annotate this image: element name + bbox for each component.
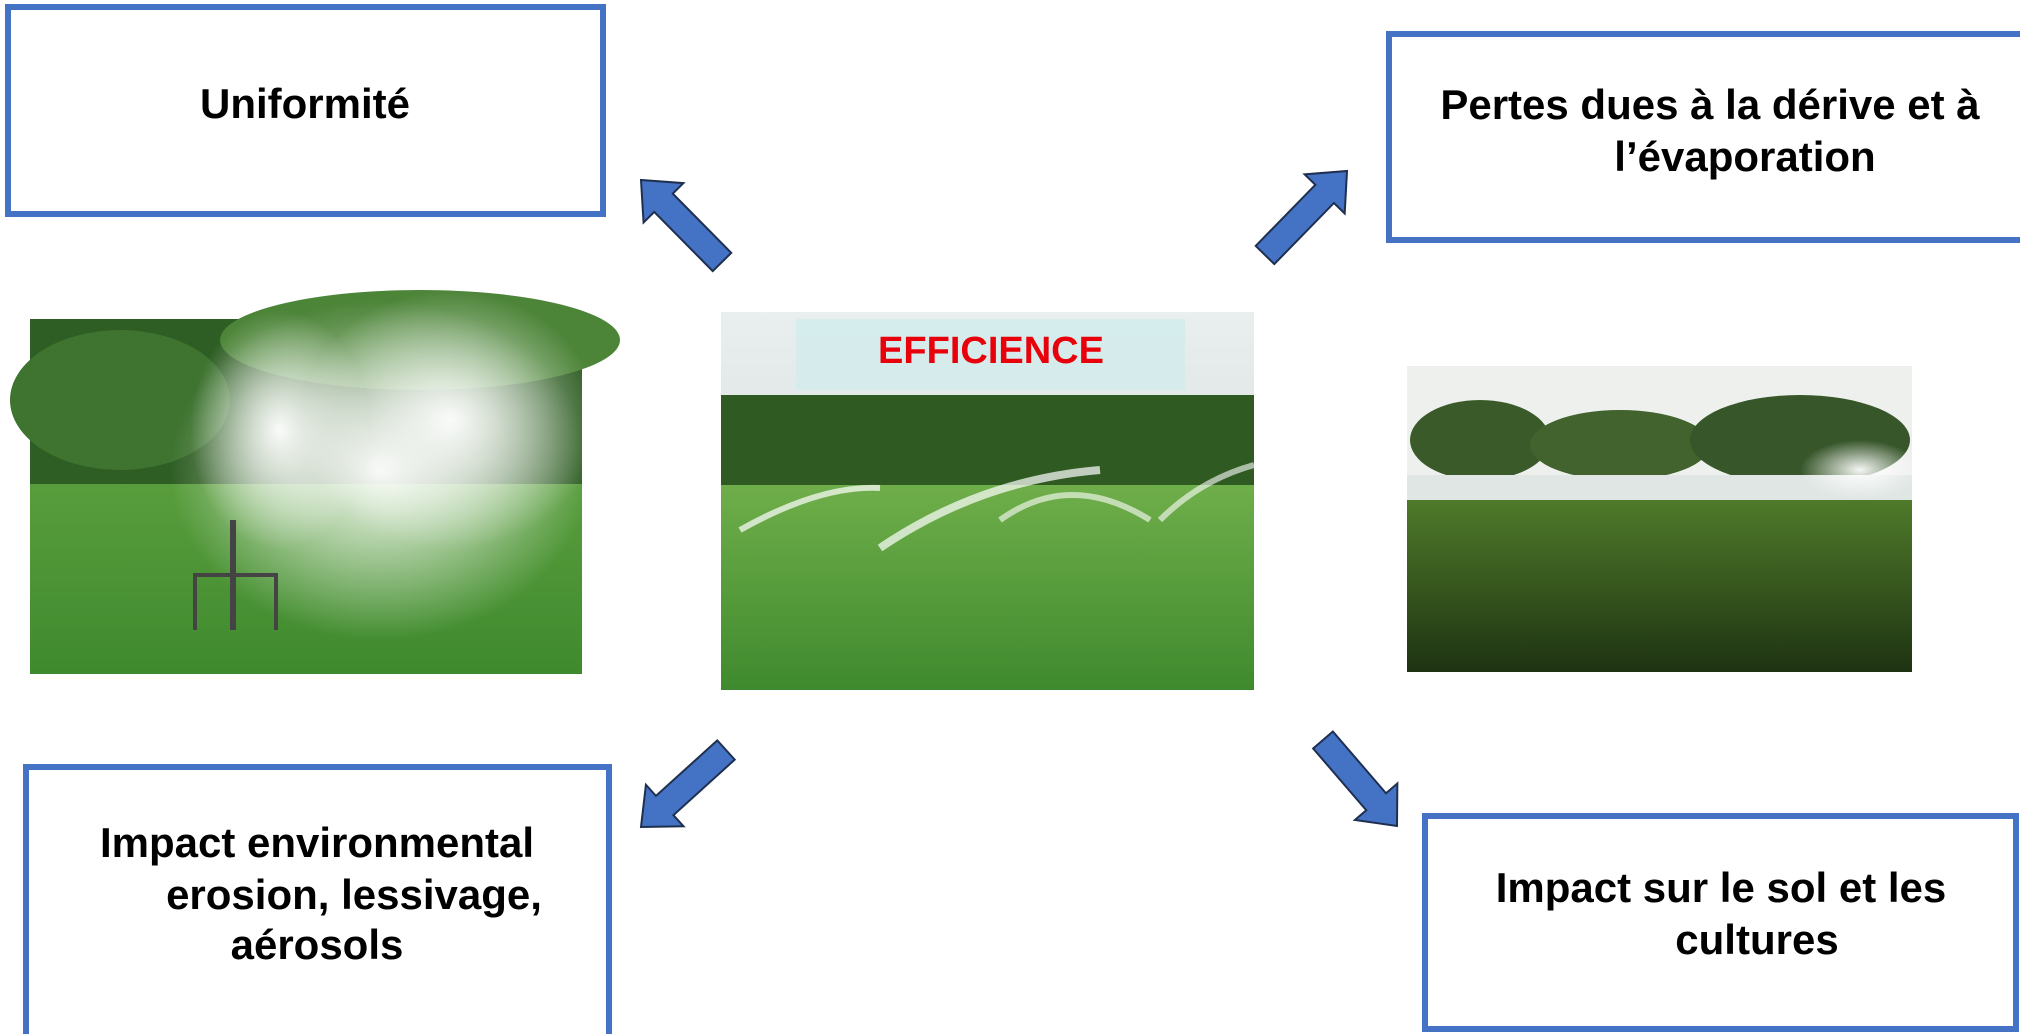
arrow: [639, 738, 737, 829]
box-label: Pertes dues à la dérive et à l’évaporatio…: [1440, 81, 1980, 180]
label-box: [796, 319, 1185, 390]
photo-center: [721, 312, 1255, 690]
box-label: Uniformité: [200, 80, 410, 127]
box: [23, 764, 612, 1034]
photo-left: [10, 290, 620, 674]
arrow: [639, 178, 733, 273]
box: [1386, 31, 2020, 243]
box: [1422, 813, 2019, 1032]
arrow: [1254, 169, 1349, 266]
arrows: [639, 169, 1399, 829]
box-label: Impact environmental erosion, lessivage, a…: [100, 819, 542, 968]
center-label: EFFICIENCE: [878, 330, 1104, 372]
arrow: [1311, 730, 1399, 828]
box: [5, 4, 606, 217]
box-label: Impact sur le sol et les cultures: [1496, 864, 1947, 963]
photo-right: [1407, 366, 1920, 672]
